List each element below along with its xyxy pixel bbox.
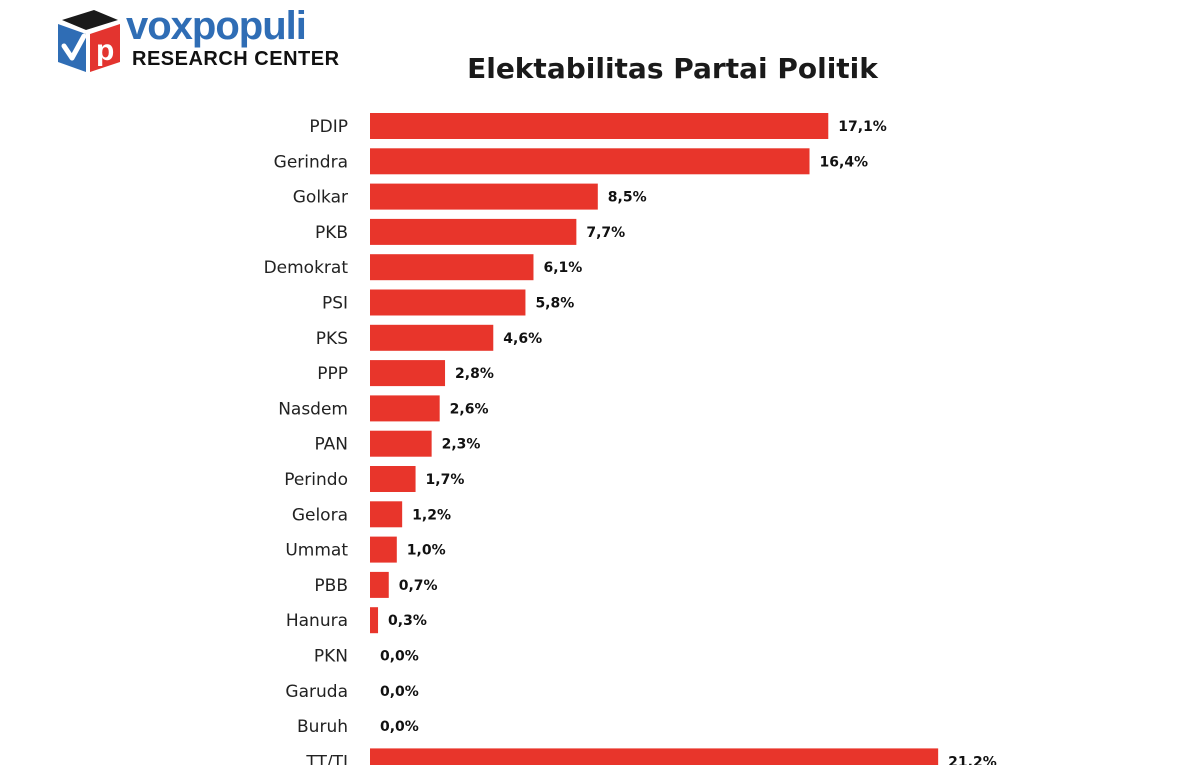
value-label: 5,8% (535, 296, 574, 312)
bar (370, 430, 432, 457)
category-label: Gerindra (274, 152, 348, 172)
value-label: 2,3% (442, 437, 481, 453)
value-label: 2,8% (455, 366, 494, 382)
category-label: Ummat (285, 541, 348, 561)
value-label: 1,7% (426, 472, 465, 488)
category-label: Garuda (285, 682, 348, 702)
value-label: 0,3% (388, 613, 427, 629)
category-label: Perindo (284, 470, 348, 490)
bar (370, 501, 403, 528)
bar (370, 289, 526, 316)
value-label: 0,0% (380, 684, 419, 700)
checkmark-cube-icon: p (58, 10, 120, 72)
bar (370, 466, 416, 492)
category-label: Demokrat (264, 258, 349, 278)
category-label: PKS (316, 329, 348, 349)
chart-title: Elektabilitas Partai Politik (467, 52, 878, 85)
category-label: PDIP (309, 117, 348, 137)
category-label: Hanura (286, 611, 348, 631)
bar (370, 536, 397, 563)
bar (370, 324, 494, 351)
bar (370, 148, 810, 175)
bar (370, 254, 534, 281)
value-label: 6,1% (543, 260, 582, 276)
category-label: Buruh (297, 717, 348, 737)
svg-text:p: p (96, 34, 114, 67)
category-label: PBB (314, 576, 348, 596)
category-label: PAN (314, 435, 348, 455)
category-label: Gelora (292, 505, 348, 525)
value-label: 1,0% (407, 543, 446, 559)
value-label: 21,2% (948, 754, 997, 765)
value-label: 17,1% (838, 119, 887, 135)
category-label: Nasdem (278, 399, 348, 419)
value-label: 16,4% (820, 154, 869, 170)
value-label: 8,5% (608, 190, 647, 206)
value-label: 7,7% (586, 225, 625, 241)
category-label: PKB (315, 223, 348, 243)
bar (370, 571, 389, 598)
value-label: 0,0% (380, 649, 419, 665)
bar (370, 360, 446, 387)
bar (370, 113, 829, 139)
category-label: PKN (314, 647, 348, 667)
value-label: 4,6% (503, 331, 542, 347)
category-label: PSI (322, 294, 348, 314)
value-label: 0,7% (399, 578, 438, 594)
voxpopuli-logo: p voxpopuli RESEARCH CENTER (56, 4, 346, 78)
value-label: 2,6% (450, 401, 489, 417)
bar (370, 218, 577, 245)
category-label: TT/TJ (305, 752, 348, 765)
bar (370, 395, 440, 422)
category-label: PPP (317, 364, 348, 384)
logo-wordmark: voxpopuli (126, 4, 307, 48)
bar (370, 607, 379, 634)
value-label: 1,2% (412, 507, 451, 523)
value-label: 0,0% (380, 719, 419, 735)
bar (370, 183, 598, 210)
category-label: Golkar (293, 188, 348, 208)
logo-subtitle: RESEARCH CENTER (132, 48, 340, 70)
bar (370, 748, 939, 765)
